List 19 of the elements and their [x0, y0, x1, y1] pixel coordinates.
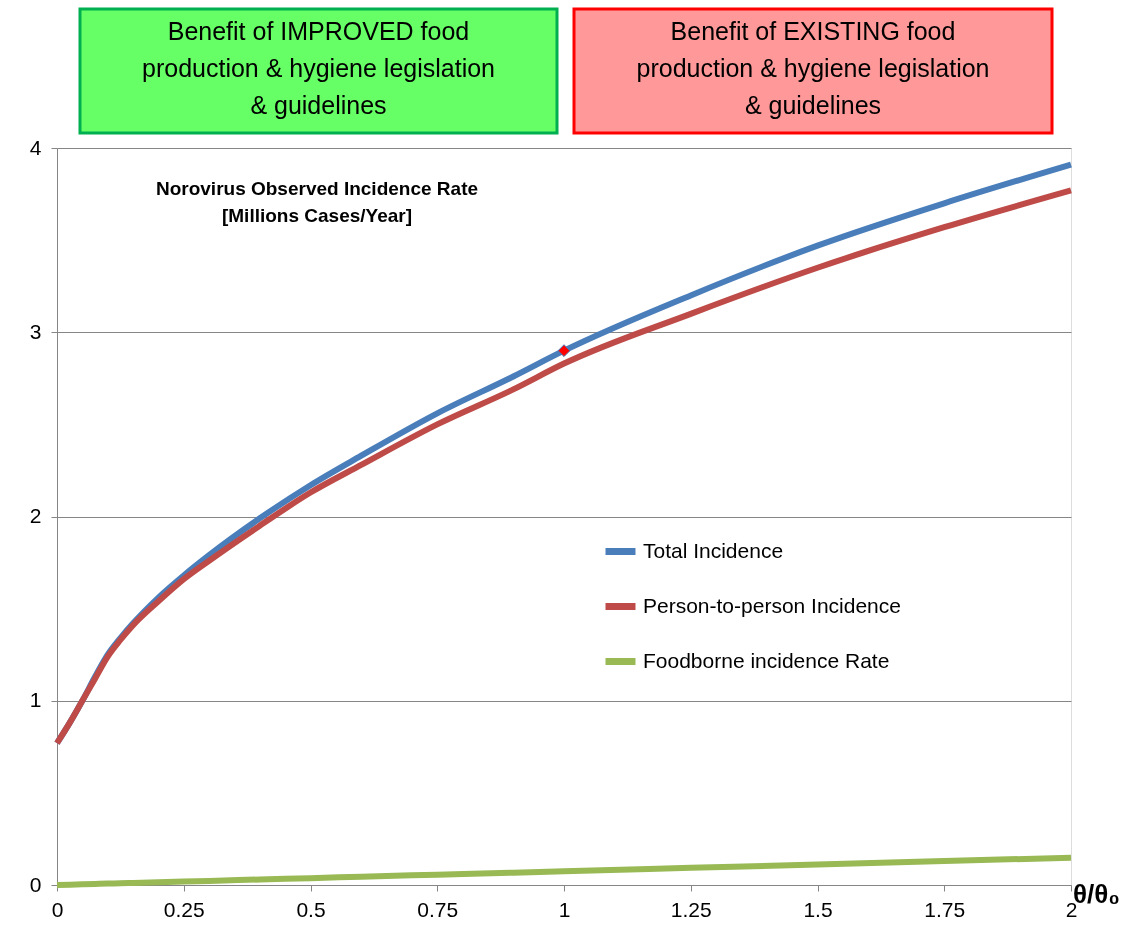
- x-tick-label: 1.25: [670, 897, 712, 921]
- y-tick-label: 0: [29, 872, 42, 896]
- legend-label: Foodborne incidence Rate: [643, 648, 890, 672]
- x-tick-label: 0: [51, 897, 64, 921]
- x-tick-label: 0.75: [417, 897, 459, 921]
- text: Benefit of IMPROVED food production & hygiene legislation & guidelines: [141, 17, 496, 119]
- legend-label: Person-to-person Incidence: [643, 593, 901, 617]
- legend-label: Total Incidence: [643, 538, 784, 562]
- y-tick-label: 2: [29, 504, 42, 527]
- y-tick-label: 1: [29, 688, 42, 712]
- y-tick-label: 3: [29, 319, 42, 343]
- x-tick-label: 0.25: [163, 897, 205, 921]
- x-tick-label: 0.5: [296, 897, 326, 921]
- x-tick-label: 1.5: [803, 897, 833, 921]
- text: Norovirus Observed Incidence Rate [Millions Cases/Year]: [155, 178, 479, 226]
- x-tick-label: 1: [558, 897, 571, 921]
- x-tick-label: 1.75: [924, 897, 966, 921]
- text: Benefit of EXISTING food production & hygiene legislation & guidelines: [636, 17, 990, 119]
- y-tick-label: 4: [29, 135, 42, 159]
